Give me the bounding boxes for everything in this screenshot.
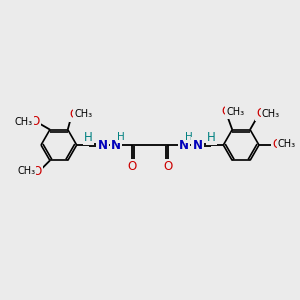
Text: CH₃: CH₃ [262,109,280,118]
Text: N: N [179,139,189,152]
Text: N: N [98,139,107,152]
Text: O: O [32,165,42,178]
Text: H: H [117,132,125,142]
Text: O: O [222,105,231,118]
Text: O: O [128,160,137,173]
Text: CH₃: CH₃ [74,109,92,119]
Text: H: H [185,132,193,142]
Text: O: O [70,108,79,121]
Text: CH₃: CH₃ [278,139,296,149]
Text: H: H [207,130,216,144]
Text: CH₃: CH₃ [15,117,33,127]
Text: H: H [84,130,93,144]
Text: N: N [193,139,202,152]
Text: CH₃: CH₃ [226,106,244,117]
Text: O: O [30,115,40,128]
Text: N: N [111,139,121,152]
Text: O: O [256,107,266,120]
Text: O: O [272,138,281,151]
Text: O: O [163,160,172,173]
Text: CH₃: CH₃ [17,166,35,176]
